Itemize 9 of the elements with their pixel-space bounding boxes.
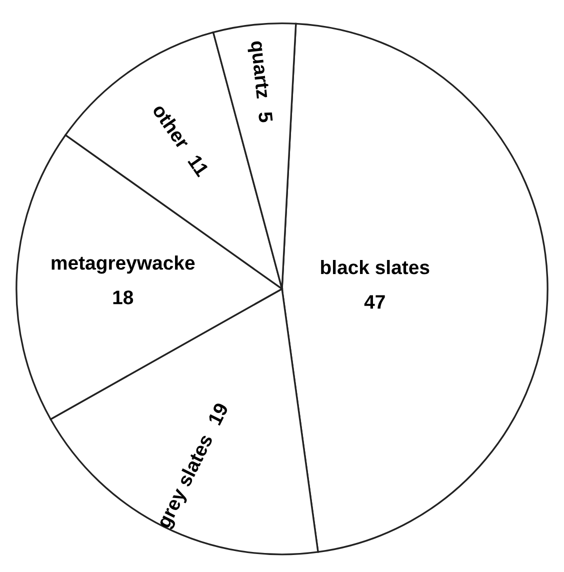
data-label: 47 [364, 295, 385, 309]
slice-label: quartz [246, 40, 270, 99]
data-label: 19 [208, 402, 229, 426]
data-label: 5 [258, 112, 273, 123]
slice-label: metagreywacke [52, 255, 195, 274]
data-label: 18 [113, 290, 134, 304]
data-label: 11 [188, 154, 210, 178]
slice-label: grey slates [156, 433, 217, 531]
slice-label: black slates [321, 260, 430, 274]
